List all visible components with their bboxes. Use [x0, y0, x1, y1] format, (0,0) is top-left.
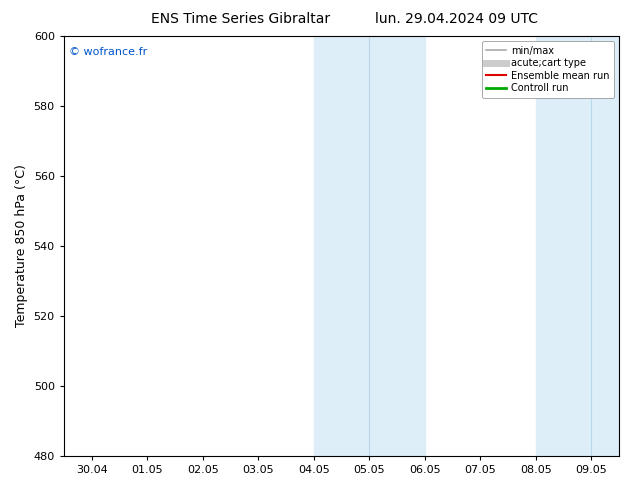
Text: © wofrance.fr: © wofrance.fr	[69, 47, 148, 57]
Legend: min/max, acute;cart type, Ensemble mean run, Controll run: min/max, acute;cart type, Ensemble mean …	[482, 41, 614, 98]
Y-axis label: Temperature 850 hPa (°C): Temperature 850 hPa (°C)	[15, 165, 28, 327]
Bar	[592, 36, 619, 456]
Bar	[369, 36, 425, 456]
Text: lun. 29.04.2024 09 UTC: lun. 29.04.2024 09 UTC	[375, 12, 538, 26]
Bar	[314, 36, 369, 456]
Text: ENS Time Series Gibraltar: ENS Time Series Gibraltar	[152, 12, 330, 26]
Bar	[536, 36, 592, 456]
